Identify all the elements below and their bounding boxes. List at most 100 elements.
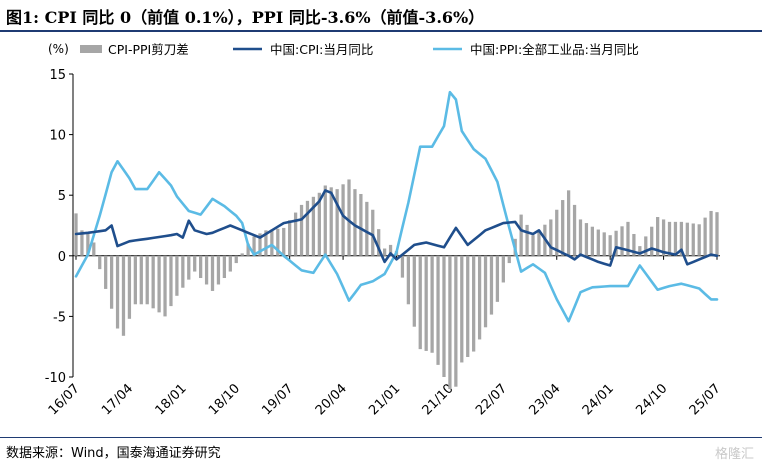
legend-label-gap: CPI-PPI剪刀差 [108, 42, 189, 57]
gap-bar [483, 255, 488, 328]
legend-label-ppi: 中国:PPI:全部工业品:当月同比 [470, 42, 639, 57]
gap-bar [477, 255, 482, 340]
gap-bar [525, 224, 529, 256]
legend-swatch-gap [80, 45, 102, 53]
gap-bar [145, 255, 149, 305]
gap-bar [656, 217, 660, 256]
gap-bar [703, 217, 707, 256]
gap-bar [353, 189, 357, 256]
gap-bar [104, 255, 108, 289]
x-tick-label: 24/10 [633, 381, 670, 418]
gap-bar [222, 255, 227, 279]
gap-bar [561, 200, 565, 256]
gap-bar [210, 255, 215, 291]
gap-bars [74, 179, 719, 390]
gap-bar [507, 255, 511, 264]
gap-bar [430, 255, 434, 353]
gap-bar [341, 184, 345, 256]
cpi-ppi-chart: (%) CPI-PPI剪刀差 中国:CPI:当月同比 中国:PPI:全部工业品:… [45, 42, 724, 418]
gap-bar [169, 255, 173, 307]
gap-bar [329, 187, 333, 256]
gap-bar [193, 255, 197, 272]
gap-bar [204, 255, 209, 285]
gap-bar [584, 223, 589, 256]
gap-bar [181, 255, 185, 288]
gap-bar [454, 255, 458, 387]
gap-bar [359, 193, 363, 256]
gap-bar [92, 242, 96, 256]
gap-bar [644, 236, 648, 256]
gap-bar [661, 219, 666, 256]
gap-bar [86, 232, 90, 256]
gap-bar [270, 229, 274, 256]
x-tick-label: 23/04 [526, 381, 563, 418]
gap-bar [638, 246, 642, 256]
gap-bar [80, 230, 84, 256]
y-axis-label: (%) [48, 42, 69, 56]
gap-bar [495, 255, 500, 302]
gap-bar [157, 255, 161, 313]
gap-bar [614, 230, 618, 256]
gap-bar [460, 255, 464, 363]
gap-bar [691, 223, 695, 256]
gap-bar [371, 209, 375, 256]
gap-bar [709, 210, 713, 256]
gap-bar [288, 220, 292, 256]
gap-bar [519, 214, 523, 256]
watermark-logo: 格隆汇 [714, 447, 754, 462]
gap-bar [240, 253, 244, 256]
gap-bar [412, 255, 416, 327]
gap-bar [199, 255, 203, 279]
y-tick-label: -5 [53, 310, 66, 325]
gap-bar [109, 255, 114, 309]
gap-bar [531, 235, 535, 256]
gap-bar [620, 226, 624, 256]
title-divider [0, 30, 762, 32]
gap-bar [228, 255, 232, 272]
x-tick-label: 22/07 [473, 381, 510, 418]
legend-label-cpi: 中国:CPI:当月同比 [270, 42, 373, 57]
gap-bar [667, 221, 672, 256]
gap-bar [299, 204, 304, 256]
gap-bar [293, 212, 298, 256]
gap-bar [466, 255, 470, 358]
legend: (%) CPI-PPI剪刀差 中国:CPI:当月同比 中国:PPI:全部工业品:… [48, 42, 639, 57]
gap-bar [489, 255, 494, 315]
gap-bar [264, 230, 268, 256]
x-tick-label: 16/07 [46, 381, 83, 418]
gap-bar [323, 185, 327, 256]
gap-bar [311, 196, 316, 256]
y-tick-label: 5 [58, 189, 66, 204]
gap-bar [650, 226, 654, 256]
source-divider [0, 437, 762, 438]
x-tick-label: 21/01 [366, 381, 403, 418]
gap-bar [555, 209, 559, 256]
x-tick-label: 25/07 [687, 381, 724, 418]
gap-bar [115, 255, 120, 329]
gap-bar [317, 192, 321, 256]
gap-bar [632, 233, 636, 256]
x-tick-label: 18/01 [153, 381, 190, 418]
y-tick-label: -10 [45, 371, 66, 386]
gap-bar [697, 224, 701, 256]
gap-bar [305, 200, 310, 256]
gap-bar [685, 222, 689, 256]
figure-title: 图1: CPI 同比 0（前值 0.1%），PPI 同比-3.6%（前值-3.6… [6, 8, 485, 27]
gap-bar [626, 221, 630, 256]
gap-bar [276, 228, 280, 256]
gap-bar [549, 219, 553, 256]
y-tick-label: 0 [58, 250, 66, 265]
gap-bar [282, 227, 286, 256]
gap-bar [187, 255, 191, 280]
gap-bar [151, 255, 155, 309]
gap-bar [537, 229, 541, 256]
gap-bar [679, 221, 684, 256]
gap-bar [608, 235, 612, 256]
gap-bar [365, 201, 369, 256]
x-tick-label: 19/07 [259, 381, 296, 418]
cpi-line [74, 189, 719, 267]
gap-bar [673, 221, 678, 256]
gap-bar [715, 212, 719, 256]
gap-bar [602, 232, 606, 256]
gap-bar [133, 255, 137, 305]
